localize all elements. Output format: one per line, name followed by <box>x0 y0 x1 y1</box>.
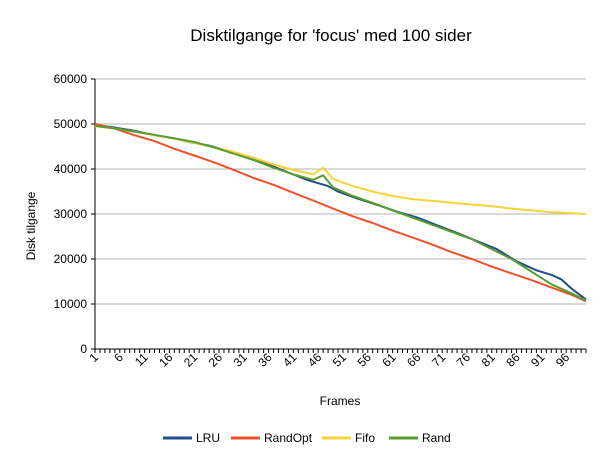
legend-label-fifo: Fifo <box>355 431 375 445</box>
x-tick-label: 1 <box>86 350 101 365</box>
x-axis-ticks: 1 6 11 16 21 26 31 36 41 46 51 56 61 66 71 76 81 86 91 96 <box>86 349 587 370</box>
gridlines <box>95 78 586 305</box>
chart-title: Disktilgange for 'focus' med 100 sider <box>190 26 472 45</box>
legend-label-randopt: RandOpt <box>264 431 313 445</box>
y-tick-label: 60000 <box>54 72 88 86</box>
y-tick-label: 40000 <box>54 162 88 176</box>
y-tick-label: 30000 <box>54 207 88 221</box>
series-line-fifo <box>94 125 587 215</box>
y-axis-title: Disk tilgange <box>24 191 38 260</box>
series-lines <box>94 123 587 303</box>
x-tick-label: 6 <box>111 350 126 365</box>
y-tick-label: 0 <box>80 342 87 356</box>
x-axis-title: Frames <box>320 394 361 408</box>
legend-label-lru: LRU <box>196 431 220 445</box>
y-axis-ticks: 0 10000 20000 30000 40000 50000 60000 <box>54 72 95 356</box>
y-tick-label: 20000 <box>54 252 88 266</box>
y-tick-label: 50000 <box>54 117 88 131</box>
y-tick-label: 10000 <box>54 297 88 311</box>
legend-label-rand: Rand <box>422 431 451 445</box>
series-line-rand <box>94 124 587 302</box>
series-line-randopt <box>94 123 587 303</box>
legend: LRU RandOpt Fifo Rand <box>163 431 451 445</box>
